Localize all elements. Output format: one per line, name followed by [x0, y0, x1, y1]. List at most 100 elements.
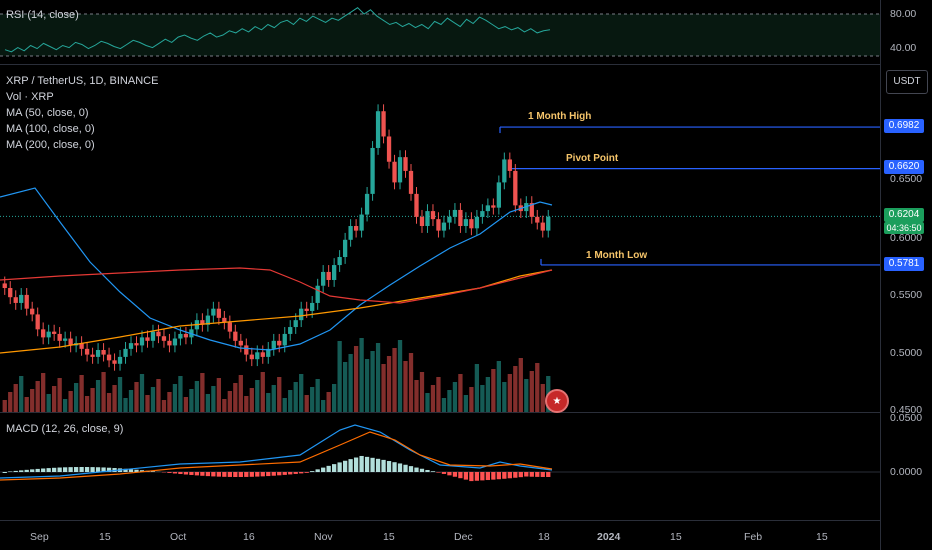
volume-bar — [370, 351, 375, 412]
time-label: 2024 — [597, 531, 621, 543]
volume-bar — [13, 384, 18, 412]
macd-histogram-bar — [41, 468, 46, 472]
candle-body — [458, 209, 463, 227]
candle-body — [326, 271, 331, 280]
volume-bar — [172, 384, 178, 412]
macd-histogram-bar — [321, 467, 326, 472]
macd-histogram-bar — [310, 471, 315, 472]
level-badge-low: 0.5781 — [884, 257, 924, 271]
volume-bar — [310, 387, 315, 412]
candle-body — [419, 216, 425, 227]
level-label-high: 1 Month High — [528, 111, 592, 122]
volume-bar — [392, 348, 397, 412]
macd-histogram-bar — [249, 472, 254, 477]
volume-bar — [353, 346, 359, 412]
volume-bar — [145, 395, 150, 412]
volume-bar — [84, 396, 90, 412]
candle-body — [370, 147, 375, 194]
macd-histogram-bar — [485, 472, 491, 481]
candle-body — [35, 314, 40, 330]
macd-histogram-bar — [8, 471, 13, 472]
macd-histogram-bar — [282, 472, 287, 475]
macd-histogram-bar — [332, 464, 337, 472]
macd-histogram-bar — [205, 472, 211, 477]
volume-bar — [178, 376, 183, 412]
candle-body — [469, 219, 474, 229]
candle-body — [403, 157, 408, 171]
macd-histogram-bar — [419, 468, 425, 472]
rsi-title: RSI (14, close) — [6, 9, 79, 21]
volume-bar — [139, 374, 145, 412]
candle-body — [41, 329, 46, 338]
volume-bar — [112, 385, 117, 412]
macd-histogram-bar — [353, 457, 359, 472]
volume-bar — [41, 373, 46, 412]
candle-body — [299, 308, 304, 321]
candle-body — [205, 315, 211, 325]
candle-body — [266, 348, 271, 357]
candle-body — [167, 340, 172, 346]
volume-bar — [485, 377, 491, 412]
macd-histogram-bar — [529, 472, 534, 477]
macd-line — [0, 424, 553, 479]
macd-histogram-bar — [189, 472, 194, 475]
candle-body — [392, 161, 397, 183]
volume-bar — [123, 398, 128, 412]
macd-histogram-bar — [134, 469, 139, 472]
volume-label[interactable]: Vol · XRP — [6, 91, 54, 103]
volume-bar — [238, 375, 243, 412]
ma100-label[interactable]: MA (100, close, 0) — [6, 123, 95, 135]
volume-bar — [524, 379, 529, 412]
macd-histogram-bar — [222, 472, 227, 477]
candle-body — [8, 288, 13, 298]
volume-bar — [304, 395, 309, 412]
candle-body — [485, 205, 491, 212]
macd-histogram-bar — [84, 467, 90, 472]
macd-histogram-bar — [183, 472, 189, 475]
candle-body — [386, 136, 392, 162]
currency-selector[interactable]: USDT — [886, 70, 928, 94]
candle-body — [321, 271, 326, 286]
candle-body — [332, 265, 337, 280]
candle-body — [30, 308, 35, 315]
candle-body — [430, 211, 436, 220]
symbol-title[interactable]: XRP / TetherUS, 1D, BINANCE — [6, 75, 159, 87]
ma50-label[interactable]: MA (50, close, 0) — [6, 107, 89, 119]
macd-histogram-bar — [128, 469, 134, 472]
macd-histogram-bar — [13, 470, 18, 472]
volume-bar — [299, 374, 304, 412]
volume-bar — [496, 361, 501, 412]
rsi-pane-border — [0, 64, 880, 65]
candle-body — [337, 257, 342, 266]
volume-bar — [183, 397, 189, 412]
volume-bar — [288, 390, 293, 412]
macd-histogram-bar — [425, 469, 430, 472]
candle-body — [238, 340, 243, 346]
candle-body — [381, 111, 386, 137]
ma200-label[interactable]: MA (200, close, 0) — [6, 139, 95, 151]
us-flag-icon[interactable]: ★ — [545, 389, 569, 413]
candle-body — [507, 159, 512, 171]
volume-bar — [447, 390, 452, 412]
volume-bar — [194, 381, 200, 412]
macd-histogram-bar — [24, 469, 29, 472]
time-label: Sep — [30, 531, 49, 543]
volume-bar — [216, 378, 221, 412]
candle-body — [304, 308, 309, 311]
volume-bar — [68, 391, 73, 412]
candle-body — [19, 294, 24, 303]
candle-body — [441, 222, 447, 231]
macd-histogram-bar — [458, 472, 463, 479]
candle-body — [249, 354, 254, 360]
candle-body — [150, 331, 156, 341]
macd-histogram-bar — [502, 472, 507, 479]
volume-bar — [2, 400, 7, 412]
candle-body — [183, 333, 189, 338]
time-label: Dec — [454, 531, 473, 543]
macd-histogram-bar — [95, 467, 101, 472]
candle-body — [117, 356, 123, 364]
volume-bar — [540, 384, 545, 412]
volume-bar — [266, 393, 271, 412]
volume-bar — [469, 387, 474, 412]
price-tick: 0.4500 — [890, 404, 923, 416]
